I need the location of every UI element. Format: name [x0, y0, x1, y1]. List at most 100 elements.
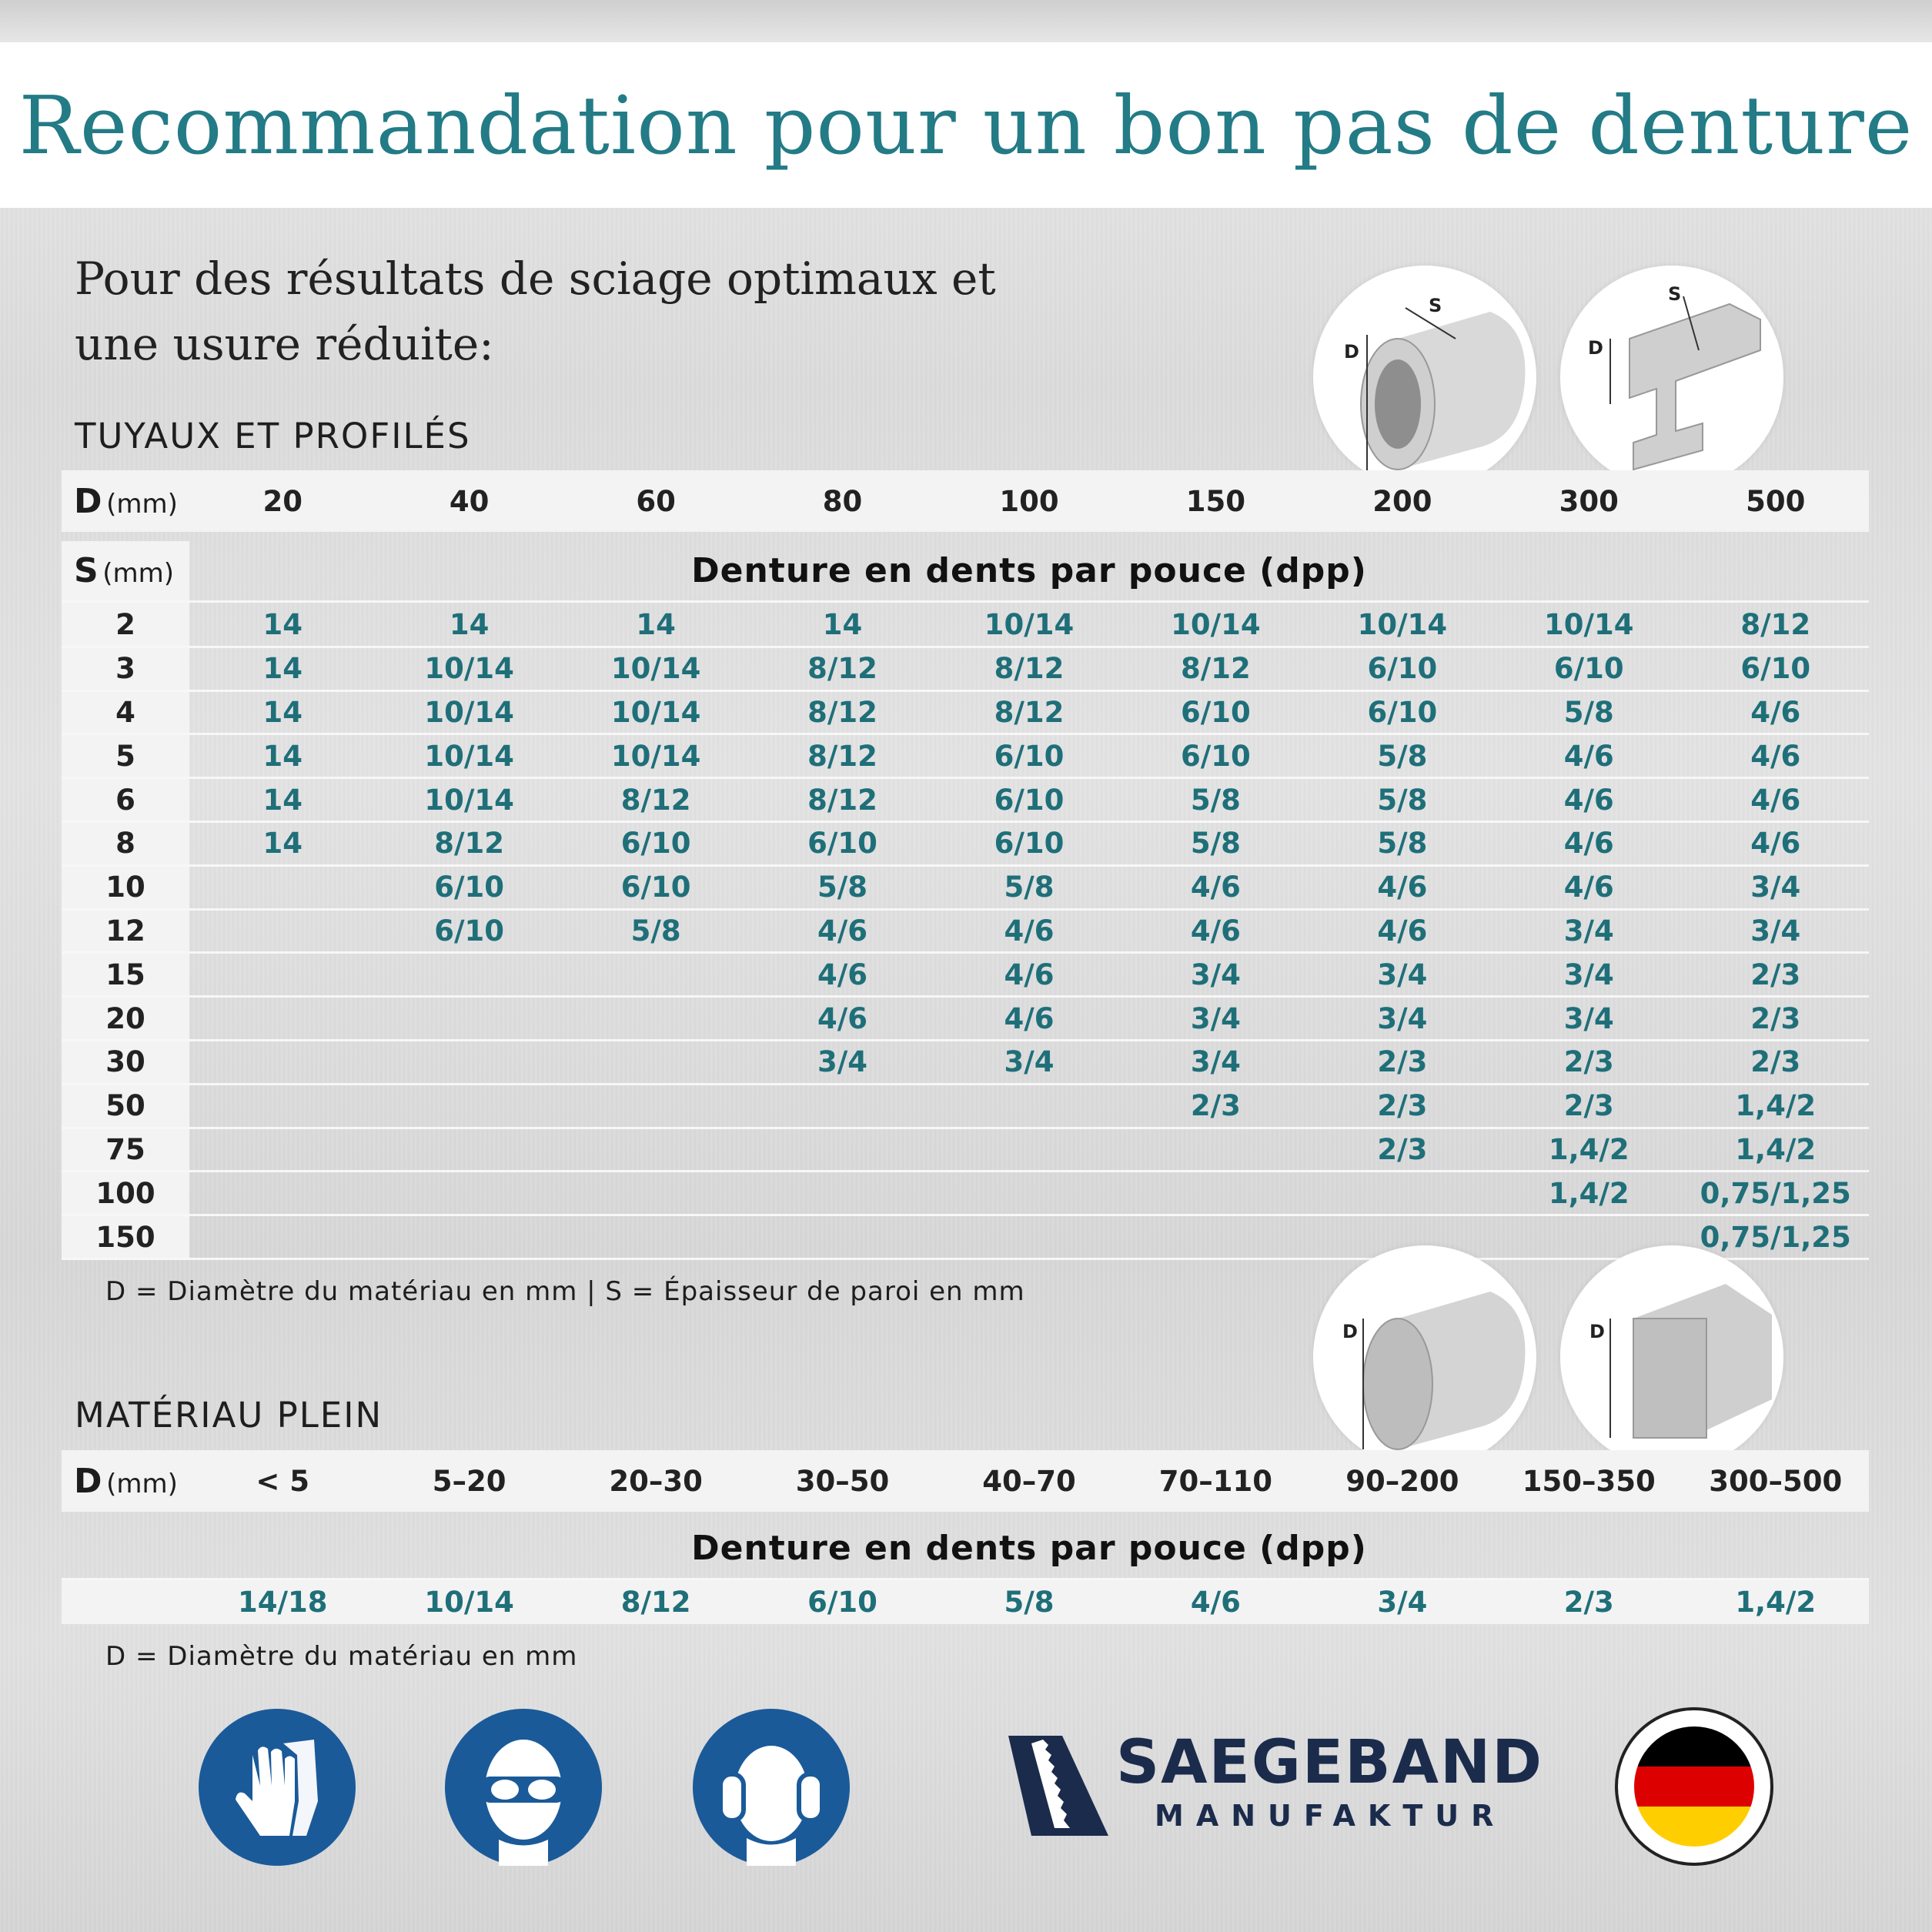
tpi-value: 10/14	[1171, 608, 1261, 642]
tpi-value: 4/6	[1563, 871, 1614, 904]
table-row: 20 4/6 4/6 3/4 3/4 3/4 2/3	[62, 998, 1869, 1041]
german-flag-icon	[1615, 1707, 1773, 1866]
tpi-value: 10/14	[1357, 608, 1448, 642]
table-row: 3 14 10/14 10/14 8/12 8/12 8/12 6/10 6/10 6/10	[62, 648, 1869, 692]
tpi-value: 4/6	[1190, 871, 1241, 904]
tubes-d-header-row: D (mm) 20 40 60 80 100 150 200 300 500	[62, 470, 1869, 532]
solid-d-value: 70–110	[1158, 1464, 1273, 1498]
solid-tpi-value: 1,4/2	[1735, 1586, 1817, 1619]
tpi-value: 5/8	[1377, 783, 1428, 817]
tpi-value: 4/6	[817, 914, 868, 948]
tpi-value	[1309, 1177, 1496, 1210]
square-d-label: D	[1589, 1321, 1605, 1342]
tpi-value	[189, 1002, 376, 1035]
tpi-value	[376, 1045, 562, 1078]
tpi-value: 4/6	[1750, 695, 1801, 729]
tpi-value: 10/14	[610, 739, 701, 773]
tpi-value: 14	[636, 608, 676, 642]
solid-d-value: 40–70	[982, 1464, 1076, 1498]
tubes-d-value: 500	[1746, 484, 1806, 518]
tpi-value: 4/6	[1004, 914, 1055, 948]
tpi-value	[189, 958, 376, 991]
tpi-value	[189, 1045, 376, 1078]
round-bar-drawing: D	[1342, 1292, 1526, 1450]
tpi-value: 10/14	[424, 652, 514, 686]
tpi-value	[749, 1177, 935, 1210]
tpi-value	[1122, 1133, 1309, 1166]
tpi-value: 14	[262, 608, 303, 642]
tpi-value: 14	[262, 652, 303, 686]
tpi-value: 2/3	[1377, 1045, 1428, 1079]
tpi-value: 14	[262, 739, 303, 773]
tpi-value: 1,4/2	[1548, 1132, 1629, 1166]
solid-tpi-value: 14/18	[237, 1586, 328, 1619]
brand-subtitle: MANUFAKTUR	[1155, 1799, 1506, 1833]
tpi-value: 10/14	[424, 739, 514, 773]
wall-thickness-value: 12	[105, 914, 145, 948]
tubes-d-value: 80	[822, 484, 863, 518]
tpi-value: 3/4	[1750, 914, 1801, 948]
tpi-value: 0,75/1,25	[1700, 1176, 1851, 1210]
tpi-value: 4/6	[1004, 958, 1055, 991]
tubes-d-value: 200	[1372, 484, 1432, 518]
tube-diagram: D S	[1313, 266, 1536, 489]
tpi-value	[189, 871, 376, 904]
tpi-value	[936, 1089, 1122, 1122]
tpi-value: 2/3	[1563, 1089, 1614, 1123]
tpi-value: 4/6	[817, 1001, 868, 1035]
tubes-d-value: 40	[449, 484, 490, 518]
solid-tpi-value: 6/10	[807, 1586, 877, 1619]
solid-d-value: 150–350	[1522, 1464, 1656, 1498]
profile-d-label: D	[1588, 337, 1603, 359]
solid-d-value: < 5	[256, 1464, 310, 1498]
tpi-value: 14	[262, 827, 303, 861]
tpi-value	[1122, 1221, 1309, 1254]
table-row: 100 1,4/2 0,75/1,25	[62, 1172, 1869, 1217]
solid-d-header-row: D (mm) < 5 5–20 20–30 30–50 40–70 70–110 90–20…	[62, 1450, 1869, 1512]
tube-d-label: D	[1344, 341, 1359, 363]
tpi-value	[749, 1133, 935, 1166]
tubes-d-value: 60	[636, 484, 676, 518]
tpi-value: 4/6	[1750, 783, 1801, 817]
tpi-value: 4/6	[1563, 739, 1614, 773]
top-strip	[0, 0, 1932, 42]
tubes-d-value: 20	[262, 484, 303, 518]
tpi-value: 5/8	[1563, 695, 1614, 729]
tpi-value: 6/10	[1553, 652, 1624, 686]
tpi-value: 5/8	[630, 914, 681, 948]
tpi-value: 2/3	[1750, 958, 1801, 991]
tubes-d-label: D (mm)	[74, 481, 178, 521]
tpi-value: 0,75/1,25	[1700, 1220, 1851, 1254]
tpi-value	[936, 1133, 1122, 1166]
tpi-value: 6/10	[807, 827, 877, 861]
tpi-value	[376, 1221, 562, 1254]
wall-thickness-value: 2	[115, 608, 135, 642]
solid-d-label: D (mm)	[74, 1461, 178, 1501]
tpi-value: 6/10	[1367, 652, 1438, 686]
tpi-value: 3/4	[1563, 1001, 1614, 1035]
tpi-value: 6/10	[994, 827, 1065, 861]
table-row: 6 14 10/14 8/12 8/12 6/10 5/8 5/8 4/6 4/6	[62, 779, 1869, 823]
tpi-value: 10/14	[424, 783, 514, 817]
tpi-value	[376, 1089, 562, 1122]
goggles-icon	[445, 1709, 602, 1866]
title-band: Recommandation pour un bon pas de dentur…	[0, 42, 1932, 208]
tpi-value: 8/12	[1181, 652, 1251, 686]
tpi-value: 5/8	[817, 871, 868, 904]
tpi-value: 8/12	[807, 695, 877, 729]
tpi-value: 5/8	[1377, 739, 1428, 773]
tpi-value: 8/12	[994, 652, 1065, 686]
tpi-value	[376, 1002, 562, 1035]
solid-d-value: 30–50	[795, 1464, 890, 1498]
tpi-value	[376, 1177, 562, 1210]
solid-d-value: 20–30	[609, 1464, 703, 1498]
round-bar-diagram: D	[1313, 1245, 1536, 1469]
tpi-value: 4/6	[1563, 783, 1614, 817]
tpi-value: 14	[262, 783, 303, 817]
tpi-value: 5/8	[1377, 827, 1428, 861]
wall-thickness-value: 20	[105, 1001, 145, 1035]
wall-thickness-value: 30	[105, 1045, 145, 1079]
tpi-value: 4/6	[1190, 914, 1241, 948]
tubes-s-label: S (mm)	[74, 551, 175, 590]
tpi-value: 8/12	[807, 739, 877, 773]
